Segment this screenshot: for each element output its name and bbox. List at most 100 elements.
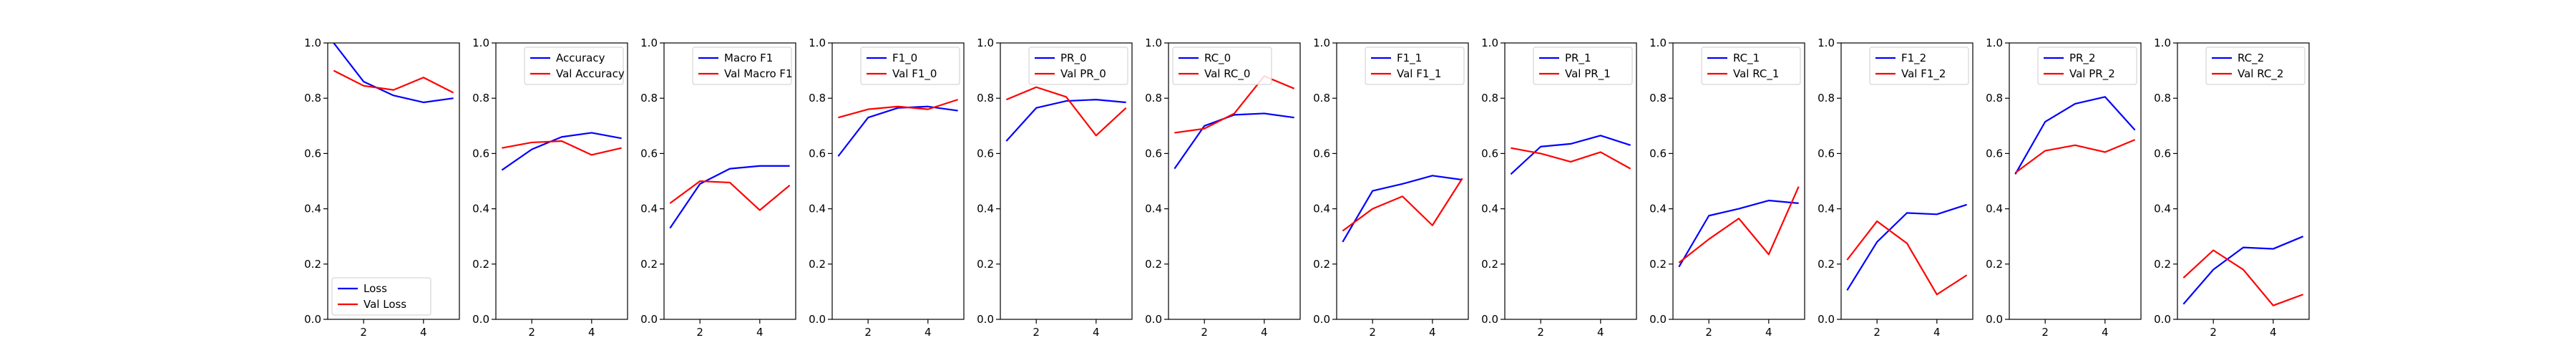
y-tick-label: 1.0 [1649, 37, 1667, 49]
chart-panel-4: 0.0 0.2 0.4 0.6 0.8 1.0 2 4 F1_0 Val F1_0 [809, 37, 965, 339]
series-line-train [1678, 199, 1799, 268]
plot-frame [1000, 42, 1133, 320]
legend-box [860, 47, 960, 85]
plot-frame [1504, 42, 1637, 320]
legend: RC_0 Val RC_0 [1172, 47, 1272, 85]
series-line-val [1511, 147, 1631, 170]
y-tick-label: 1.0 [472, 37, 489, 49]
y-tick-label: 1.0 [1986, 37, 2003, 49]
x-tick-label: 2 [696, 326, 703, 339]
y-tick-label: 0.8 [640, 92, 658, 105]
y-tick-label: 0.4 [1145, 203, 1162, 216]
legend: F1_2 Val F1_2 [1869, 47, 1969, 85]
legend-label: F1_2 [1901, 52, 1926, 65]
y-tick-label: 0.0 [2154, 313, 2171, 326]
y-tick-label: 1.0 [1145, 37, 1162, 49]
legend-label: Val PR_0 [1060, 67, 1106, 81]
y-tick-label: 0.8 [1481, 92, 1498, 105]
x-tick-label: 2 [864, 326, 872, 339]
legend-label: RC_2 [2238, 52, 2264, 65]
series-line-train [1005, 99, 1126, 142]
chart-panel-5: 0.0 0.2 0.4 0.6 0.8 1.0 2 4 PR_0 Val PR_0 [977, 37, 1133, 339]
y-tick-label: 1.0 [640, 37, 658, 49]
y-tick-label: 0.0 [472, 313, 489, 326]
y-tick-label: 0.0 [809, 313, 826, 326]
y-tick-label: 0.8 [1649, 92, 1667, 105]
y-tick-label: 0.6 [640, 147, 658, 160]
plot-frame [2177, 42, 2310, 320]
y-tick-label: 0.8 [809, 92, 826, 105]
x-tick-label: 2 [1705, 326, 1712, 339]
legend-box [2205, 47, 2306, 85]
x-tick-label: 4 [1933, 326, 1941, 339]
x-tick-label: 4 [1093, 326, 1100, 339]
x-tick-label: 2 [1537, 326, 1544, 339]
legend-label: Val RC_0 [1204, 67, 1250, 81]
x-tick-label: 2 [1369, 326, 1376, 339]
legend-label: Val F1_0 [892, 67, 937, 81]
y-tick-label: 0.6 [809, 147, 826, 160]
x-tick-label: 2 [1873, 326, 1880, 339]
legend: Loss Val Loss [331, 277, 431, 316]
y-tick-label: 0.2 [1481, 258, 1498, 271]
plot-frame [831, 42, 965, 320]
y-tick-label: 1.0 [1818, 37, 1835, 49]
legend: PR_1 Val PR_1 [1533, 47, 1633, 85]
legend: PR_2 Val PR_2 [2037, 47, 2137, 85]
legend-box [1172, 47, 1272, 85]
legend: F1_1 Val F1_1 [1365, 47, 1465, 85]
series-line-val [1005, 86, 1127, 137]
y-tick-label: 0.8 [472, 92, 489, 105]
series-line-val [1678, 186, 1800, 263]
y-tick-label: 0.4 [1649, 203, 1667, 216]
series-line-train [2014, 96, 2136, 175]
y-tick-label: 0.2 [1986, 258, 2003, 271]
y-tick-label: 0.2 [640, 258, 658, 271]
y-tick-label: 0.6 [1649, 147, 1667, 160]
legend-label: F1_0 [892, 52, 917, 65]
y-tick-label: 0.8 [1986, 92, 2003, 105]
y-tick-label: 0.2 [304, 258, 321, 271]
series-line-train [2182, 236, 2304, 305]
y-tick-label: 0.6 [977, 147, 994, 160]
legend-label: Val F1_1 [1397, 67, 1441, 81]
y-tick-label: 0.8 [977, 92, 994, 105]
series-line-train [669, 165, 790, 229]
series-line-val [838, 99, 958, 119]
legend-box [524, 47, 624, 85]
chart-panel-6: 0.0 0.2 0.4 0.6 0.8 1.0 2 4 RC_0 Val RC_0 [1145, 37, 1301, 339]
legend-label: Val F1_2 [1901, 67, 1946, 81]
legend: Accuracy Val Accuracy [524, 47, 625, 85]
y-tick-label: 0.8 [2154, 92, 2171, 105]
y-tick-label: 0.2 [1649, 258, 1667, 271]
legend-box [1365, 47, 1465, 85]
legend-label: Val RC_1 [1733, 67, 1779, 81]
legend-label: Val Loss [364, 298, 406, 311]
plot-frame [1168, 42, 1301, 320]
series-line-train [1510, 135, 1631, 175]
legend-label: Val PR_2 [2069, 67, 2115, 81]
series-line-val [1342, 178, 1463, 232]
series-line-val [333, 69, 454, 94]
legend-box [331, 277, 431, 316]
y-tick-label: 1.0 [2154, 37, 2171, 49]
chart-panel-11: 0.0 0.2 0.4 0.6 0.8 1.0 2 4 PR_2 Val PR_2 [1986, 37, 2142, 339]
legend-label: Val Accuracy [556, 67, 625, 80]
plot-frame [327, 42, 460, 320]
series-line-train [1846, 203, 1967, 291]
y-tick-label: 0.4 [977, 203, 994, 216]
plot-frame [663, 42, 796, 320]
series-line-val [1174, 75, 1295, 134]
chart-panel-12: 0.0 0.2 0.4 0.6 0.8 1.0 2 4 RC_2 Val RC_2 [2154, 37, 2310, 339]
x-tick-label: 4 [756, 326, 763, 339]
x-tick-label: 4 [1261, 326, 1268, 339]
y-tick-label: 0.4 [1481, 203, 1498, 216]
y-tick-label: 0.6 [1145, 147, 1162, 160]
chart-panel-3: 0.0 0.2 0.4 0.6 0.8 1.0 2 4 Macro F1 Val Macro F1 [640, 37, 796, 339]
legend-label: Accuracy [556, 52, 605, 64]
y-tick-label: 0.2 [1818, 258, 1835, 271]
y-tick-label: 0.8 [1145, 92, 1162, 105]
plot-frame [1336, 42, 1469, 320]
legend-label: PR_0 [1060, 52, 1087, 65]
